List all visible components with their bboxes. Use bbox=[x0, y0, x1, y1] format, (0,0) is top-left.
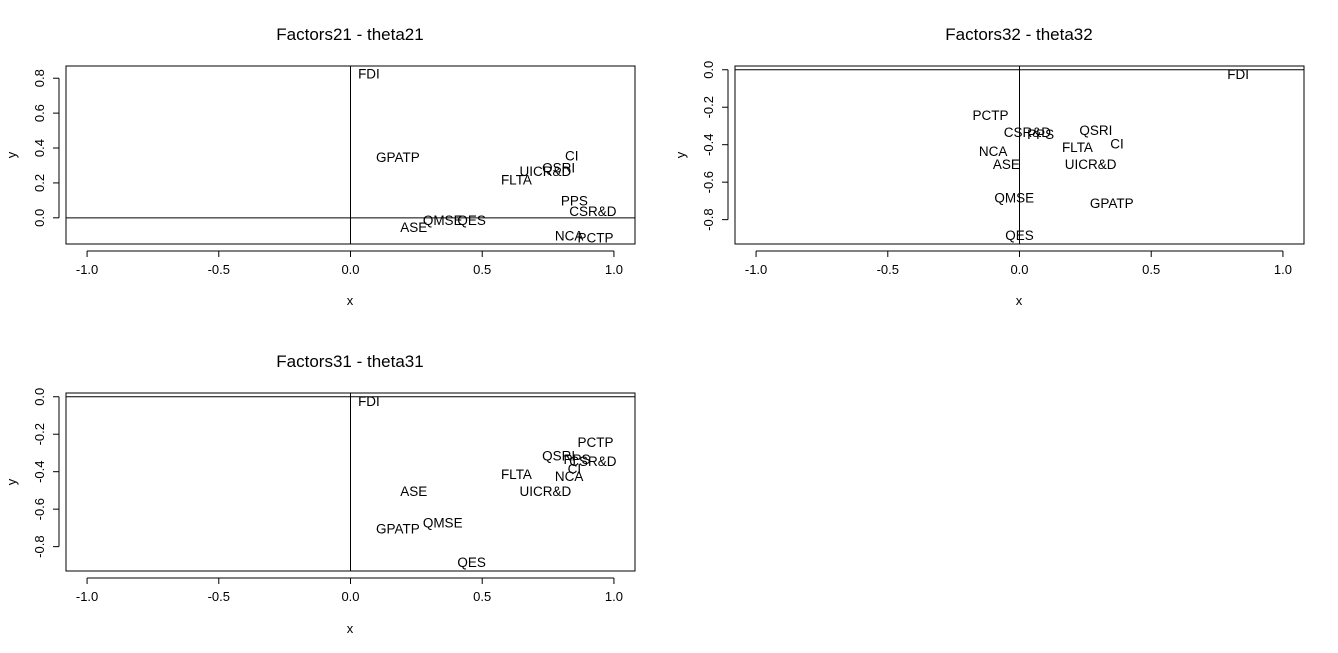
x-tick-label: -0.5 bbox=[208, 589, 230, 604]
point-label: UICR&D bbox=[520, 484, 572, 499]
panel-factors31: Factors31 - theta31 -1.0 -0.5 0.0 0.5 1.0 0.… bbox=[4, 352, 636, 636]
point-label: CI bbox=[565, 148, 579, 163]
y-tick-label: 0.2 bbox=[32, 174, 47, 192]
point-label: NCA bbox=[555, 469, 584, 484]
x-tick-label: 1.0 bbox=[605, 262, 623, 277]
point-label: PPS bbox=[1027, 127, 1054, 142]
x-tick-label: 0.5 bbox=[473, 589, 491, 604]
x-tick-label: -1.0 bbox=[76, 262, 98, 277]
point-label: UICR&D bbox=[520, 164, 572, 179]
x-tick-label: -1.0 bbox=[745, 262, 767, 277]
point-label: ASE bbox=[400, 484, 427, 499]
y-axis: 0.0 -0.2 -0.4 -0.6 -0.8 bbox=[32, 388, 60, 558]
y-tick-label: 0.4 bbox=[32, 139, 47, 157]
y-tick-label: -0.2 bbox=[701, 96, 716, 118]
y-tick-label: -0.4 bbox=[32, 460, 47, 482]
point-label: QMSE bbox=[423, 516, 463, 531]
y-tick-label: 0.0 bbox=[32, 209, 47, 227]
x-axis-label: x bbox=[1016, 293, 1023, 308]
y-axis-label: y bbox=[4, 478, 19, 485]
point-label: NCA bbox=[555, 229, 584, 244]
point-label: FDI bbox=[1227, 67, 1249, 82]
x-tick-label: 0.5 bbox=[473, 262, 491, 277]
y-tick-label: -0.6 bbox=[701, 171, 716, 193]
point-label: ASE bbox=[400, 220, 427, 235]
y-tick-label: -0.8 bbox=[32, 535, 47, 557]
point-label: FDI bbox=[358, 394, 380, 409]
point-label: GPATP bbox=[376, 521, 420, 536]
point-label: QSRI bbox=[1079, 123, 1112, 138]
point-label: QES bbox=[457, 213, 486, 228]
point-label: NCA bbox=[979, 144, 1008, 159]
point-label: CSR&D bbox=[569, 454, 617, 469]
point-label: GPATP bbox=[1090, 196, 1134, 211]
x-tick-label: 0.0 bbox=[341, 589, 359, 604]
point-label: ASE bbox=[993, 157, 1020, 172]
y-tick-label: 0.0 bbox=[32, 388, 47, 406]
y-tick-label: -0.6 bbox=[32, 498, 47, 520]
point-label: FLTA bbox=[1062, 140, 1093, 155]
y-tick-label: 0.8 bbox=[32, 69, 47, 87]
point-label: UICR&D bbox=[1065, 157, 1117, 172]
y-tick-label: -0.2 bbox=[32, 423, 47, 445]
chart-title: Factors32 - theta32 bbox=[945, 25, 1092, 44]
chart-title: Factors31 - theta31 bbox=[276, 352, 423, 371]
point-label: PCTP bbox=[973, 108, 1009, 123]
x-axis: -1.0 -0.5 0.0 0.5 1.0 bbox=[745, 250, 1292, 277]
point-label: CI bbox=[1110, 136, 1124, 151]
x-tick-label: -0.5 bbox=[208, 262, 230, 277]
point-label: PCTP bbox=[577, 230, 613, 245]
point-label: QMSE bbox=[994, 191, 1034, 206]
reference-lines bbox=[66, 393, 635, 571]
x-axis: -1.0 -0.5 0.0 0.5 1.0 bbox=[76, 250, 623, 277]
y-tick-label: 0.0 bbox=[701, 61, 716, 79]
y-axis: 0.0 0.2 0.4 0.6 0.8 bbox=[32, 69, 60, 227]
point-label: FDI bbox=[358, 66, 380, 81]
point-label: FLTA bbox=[501, 467, 532, 482]
y-axis-label: y bbox=[4, 151, 19, 158]
y-tick-label: -0.4 bbox=[701, 133, 716, 155]
point-label: CSR&D bbox=[569, 204, 617, 219]
point-label: CI bbox=[568, 461, 582, 476]
point-label: QES bbox=[457, 555, 486, 570]
point-label: QMSE bbox=[423, 213, 463, 228]
x-tick-label: 0.0 bbox=[341, 262, 359, 277]
chart-title: Factors21 - theta21 bbox=[276, 25, 423, 44]
y-tick-label: -0.8 bbox=[701, 208, 716, 230]
point-label: QSRI bbox=[542, 448, 575, 463]
point-label: PPS bbox=[561, 194, 588, 209]
x-tick-label: 1.0 bbox=[1274, 262, 1292, 277]
reference-lines bbox=[735, 66, 1304, 244]
point-label: GPATP bbox=[376, 150, 420, 165]
x-tick-label: 0.5 bbox=[1142, 262, 1160, 277]
panel-factors32: Factors32 - theta32 -1.0 -0.5 0.0 0.5 1.0 0.… bbox=[673, 25, 1305, 308]
x-axis-label: x bbox=[347, 293, 354, 308]
x-tick-label: -0.5 bbox=[877, 262, 899, 277]
point-label: QES bbox=[1005, 228, 1034, 243]
x-tick-label: 1.0 bbox=[605, 589, 623, 604]
panel-factors21: Factors21 - theta21 -1.0 -0.5 0.0 0.5 1.0 0.… bbox=[4, 25, 636, 308]
point-label: PCTP bbox=[577, 435, 613, 450]
y-axis: 0.0 -0.2 -0.4 -0.6 -0.8 bbox=[701, 61, 729, 231]
x-tick-label: 0.0 bbox=[1010, 262, 1028, 277]
reference-lines bbox=[66, 66, 635, 244]
point-label: PPS bbox=[564, 452, 591, 467]
point-label: QSRI bbox=[542, 161, 575, 176]
point-label: FLTA bbox=[501, 173, 532, 188]
point-label: CSR&D bbox=[1004, 125, 1052, 140]
x-axis-label: x bbox=[347, 621, 354, 636]
x-tick-label: -1.0 bbox=[76, 589, 98, 604]
x-axis: -1.0 -0.5 0.0 0.5 1.0 bbox=[76, 577, 623, 604]
y-axis-label: y bbox=[673, 151, 688, 158]
y-tick-label: 0.6 bbox=[32, 104, 47, 122]
